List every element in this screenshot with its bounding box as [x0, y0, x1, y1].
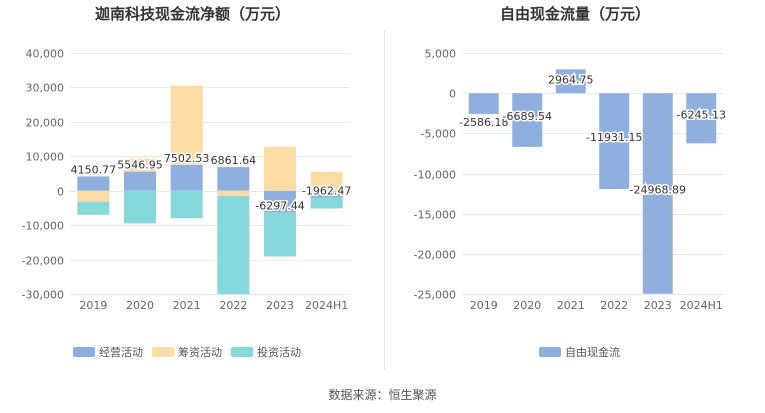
left-data-label: -1962.47 — [302, 184, 351, 197]
left-data-label: 5546.95 — [117, 159, 163, 172]
right-ytick-label: -25,000 — [414, 289, 456, 302]
left-xtick-label: 2022 — [219, 299, 247, 312]
left-data-label: 6861.64 — [211, 154, 257, 167]
fcf-data-label: 2964.75 — [548, 73, 594, 86]
left-bar-经营活动 — [124, 171, 156, 191]
right-xtick-label: 2022 — [600, 299, 628, 312]
fcf-data-label: -6689.54 — [503, 110, 552, 123]
left-ytick-label: 0 — [57, 186, 64, 199]
left-chart-title: 迦南科技现金流净额（万元） — [94, 5, 290, 23]
left-bar-筹资活动 — [310, 171, 343, 191]
left-bar-筹资活动 — [217, 190, 250, 196]
fcf-bar — [555, 69, 586, 94]
left-bar-筹资活动 — [264, 146, 296, 191]
right-xtick-label: 2021 — [557, 299, 585, 312]
left-xtick-label: 2020 — [126, 299, 154, 312]
left-xtick-label: 2024H1 — [305, 299, 348, 312]
right-ytick-label: -15,000 — [414, 209, 456, 222]
legend-swatch-筹资活动 — [152, 347, 174, 357]
left-ytick-label: 10,000 — [26, 151, 65, 164]
left-ytick-label: -10,000 — [22, 220, 64, 233]
legend-swatch-投资活动 — [231, 347, 253, 357]
left-data-label: 4150.77 — [71, 163, 117, 176]
left-data-label: -6297.44 — [255, 199, 304, 212]
right-xtick-label: 2020 — [513, 299, 541, 312]
left-bar-投资活动 — [170, 190, 203, 219]
left-ytick-label: 20,000 — [26, 117, 65, 130]
left-bar-经营活动 — [310, 190, 343, 198]
fcf-data-label: -6245.13 — [677, 108, 726, 121]
left-bar-筹资活动 — [170, 85, 203, 165]
legend-swatch-经营活动 — [73, 347, 95, 357]
fcf-bar — [599, 93, 630, 190]
fcf-bar — [642, 93, 673, 294]
left-bar-投资活动 — [77, 201, 110, 215]
fcf-data-label: -2586.18 — [459, 116, 508, 129]
legend-label: 经营活动 — [99, 345, 143, 359]
right-xtick-label: 2019 — [470, 299, 498, 312]
legend-swatch-自由现金流 — [539, 347, 561, 357]
left-bar-经营活动 — [217, 167, 250, 191]
right-ytick-label: 5,000 — [425, 48, 457, 61]
left-xtick-label: 2021 — [173, 299, 201, 312]
right-ytick-label: -10,000 — [414, 169, 456, 182]
fcf-bar — [512, 93, 543, 147]
right-ytick-label: 0 — [449, 88, 456, 101]
right-xtick-label: 2023 — [644, 299, 672, 312]
left-data-label: 7502.53 — [164, 152, 210, 165]
left-bar-经营活动 — [170, 164, 203, 191]
left-ytick-label: 30,000 — [26, 82, 65, 95]
right-ytick-label: -5,000 — [421, 128, 456, 141]
left-bar-经营活动 — [264, 190, 296, 213]
left-xtick-label: 2023 — [266, 299, 294, 312]
left-bar-筹资活动 — [77, 190, 110, 202]
left-bar-经营活动 — [77, 176, 110, 191]
left-ytick-label: 40,000 — [26, 48, 65, 61]
left-bar-投资活动 — [310, 197, 343, 209]
right-ytick-label: -20,000 — [414, 249, 456, 262]
left-xtick-label: 2019 — [79, 299, 107, 312]
legend-label: 自由现金流 — [565, 345, 620, 359]
left-bar-投资活动 — [264, 212, 296, 257]
left-bar-投资活动 — [217, 195, 250, 294]
right-chart-title: 自由现金流量（万元） — [499, 5, 650, 23]
left-bar-投资活动 — [124, 190, 156, 224]
fcf-bar — [686, 93, 717, 144]
data-source-note: 数据来源：恒生聚源 — [328, 388, 437, 402]
right-xtick-label: 2024H1 — [680, 299, 723, 312]
left-bar-筹资活动 — [124, 158, 156, 172]
fcf-data-label: -24968.89 — [630, 183, 686, 196]
fcf-bar — [468, 93, 499, 114]
legend-label: 筹资活动 — [178, 345, 222, 359]
legend-label: 投资活动 — [257, 345, 301, 359]
left-ytick-label: -20,000 — [22, 255, 64, 268]
left-ytick-label: -30,000 — [22, 289, 64, 302]
fcf-data-label: -11931.15 — [586, 131, 642, 144]
